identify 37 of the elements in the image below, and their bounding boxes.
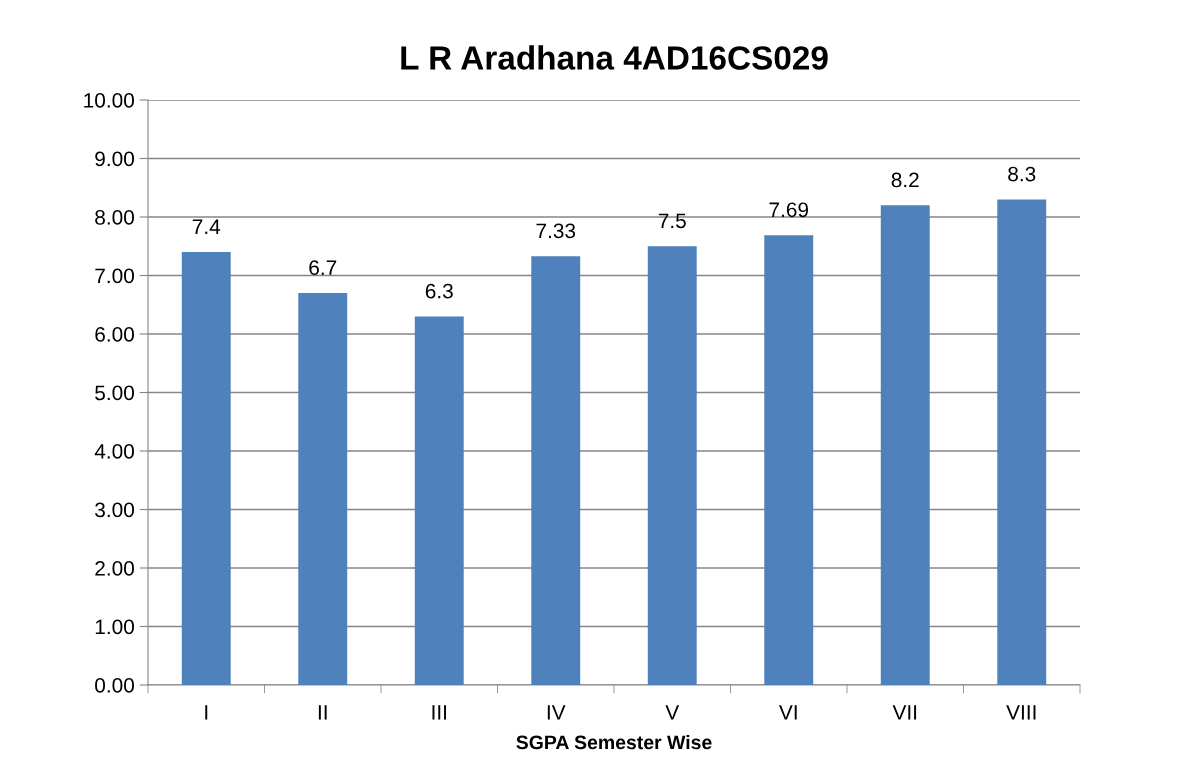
bar	[298, 293, 348, 685]
y-tick-label: 9.00	[95, 151, 134, 167]
data-label: 8.3	[1008, 166, 1036, 182]
data-label: 6.7	[309, 260, 337, 276]
y-tick-label: 3.00	[95, 502, 134, 518]
x-tick-label: II	[318, 705, 327, 720]
x-axis-title: SGPA Semester Wise	[516, 734, 712, 750]
data-label: 7.5	[658, 213, 686, 229]
y-tick-label: 10.00	[84, 93, 134, 108]
x-tick-label: VIII	[1006, 705, 1036, 720]
y-tick-label: 1.00	[95, 619, 134, 635]
data-label: 6.3	[425, 283, 453, 299]
x-tick-label: I	[205, 705, 208, 720]
bar	[647, 246, 697, 685]
y-tick-label: 4.00	[94, 444, 134, 459]
x-tick-label: III	[432, 705, 447, 720]
data-label: 7.69	[769, 202, 809, 218]
data-label: 7.33	[536, 223, 576, 239]
x-tick-label: V	[665, 705, 680, 720]
bar	[880, 205, 930, 685]
y-tick-label: 0.00	[95, 678, 134, 693]
bar	[531, 256, 581, 685]
bar	[414, 316, 464, 685]
data-label: 7.4	[192, 219, 221, 234]
bar	[764, 235, 814, 685]
y-tick-label: 2.00	[95, 561, 134, 576]
y-tick-label: 8.00	[95, 210, 134, 225]
x-tick-label: VI	[779, 705, 797, 720]
x-tick-label: IV	[547, 705, 566, 720]
bar	[181, 252, 231, 685]
x-tick-label: VII	[892, 705, 917, 720]
data-label: 8.2	[891, 172, 919, 188]
y-tick-label: 6.00	[95, 327, 134, 342]
y-tick-label: 5.00	[95, 385, 134, 401]
bar	[997, 199, 1047, 685]
chart-title: L R Aradhana 4AD16CS029	[401, 45, 828, 70]
y-tick-label: 7.00	[95, 268, 134, 284]
